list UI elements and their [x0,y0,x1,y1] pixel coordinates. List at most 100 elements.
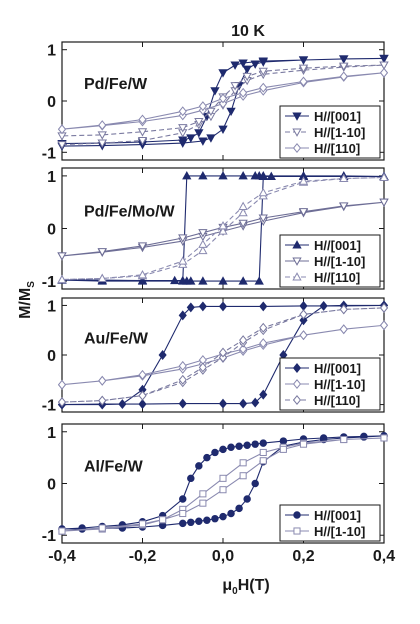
data-point [259,301,268,312]
data-point [258,57,268,66]
data-point [178,374,187,385]
data-point [97,131,107,140]
data-point [178,234,188,243]
data-point [218,171,228,180]
data-point [199,499,207,507]
legend-marker [292,128,302,137]
data-point [187,518,195,527]
y-tick-label: 1 [47,425,56,442]
data-point [379,198,389,208]
legend-marker [292,379,302,389]
data-point [251,397,260,408]
data-point [203,516,211,524]
data-point [299,330,308,341]
data-point [219,474,227,482]
data-point [98,524,106,532]
data-point [254,276,264,285]
data-point [219,486,227,494]
series-3 [57,67,389,135]
legend-label: H//[001] [314,109,361,124]
data-point [259,457,267,465]
data-point [380,434,388,442]
y-tick-label: 1 [47,298,56,315]
data-point [239,87,248,98]
data-point [299,440,308,448]
legend-label: H//[110] [314,393,360,408]
data-point [238,207,248,217]
legend: H//[001]H//[1-10]H//[110] [279,357,381,411]
data-point [138,390,147,401]
legend-box [279,504,381,542]
data-point [235,442,243,450]
data-point [242,65,252,75]
data-point [138,520,147,528]
legend-marker [292,363,302,373]
legend-label: H//[001] [314,361,361,376]
data-point [339,324,348,335]
legend: H//[001]H//[1-10] [279,504,381,542]
data-point [219,512,227,521]
data-point [182,171,192,180]
data-point [250,60,260,69]
data-point [198,137,208,146]
data-point [159,516,167,524]
data-point [170,275,180,285]
panel-4: 1 0 -1 -0,4 -0,2 0,0 0,2 0,4 Al/Fe/W H//[001]H//[… [42,423,395,565]
data-point [230,61,240,70]
data-point [118,399,127,410]
data-point [238,219,248,229]
x-tick-label: 0,0 [212,548,234,565]
legend-marker [293,511,301,519]
data-point [198,301,207,312]
series-3 [57,302,389,408]
data-point [379,61,389,70]
data-point [198,239,208,248]
x-tick-label: -0,4 [48,548,76,565]
series-line [61,307,385,403]
data-point [57,397,67,408]
data-point [58,527,66,535]
x-axis-label-sub: 0 [232,586,238,597]
data-point [178,276,188,285]
data-point [379,54,389,64]
data-point [251,479,259,488]
data-point [199,490,207,498]
data-point [206,134,216,143]
data-point [158,350,167,360]
data-point [57,274,67,284]
data-point [198,101,207,112]
data-point [218,347,228,358]
data-point [218,93,228,104]
data-point [266,171,276,180]
data-point [339,62,349,71]
x-axis-label-rest: H(T) [238,577,270,594]
y-tick-label: 1 [47,43,56,60]
y-tick-label: 0 [47,222,56,239]
legend-label: H//[110] [314,141,360,156]
data-point [218,226,228,235]
data-point [298,64,309,73]
data-point [298,208,309,217]
legend-marker [292,395,302,405]
legend: H//[001]H//[1-10]H//[110] [279,234,381,288]
data-point [339,55,349,64]
data-point [179,509,187,518]
series-2 [58,434,388,535]
legend: H//[001]H//[1-10]H//[110] [279,105,381,159]
data-point [218,221,228,230]
data-point [319,300,328,311]
data-point [218,276,228,285]
data-point [339,304,348,315]
data-point [239,344,248,355]
data-point [138,399,147,410]
y-axis-label-main: M/M [17,288,34,319]
data-point [178,124,188,133]
series-3 [57,172,389,284]
data-point [243,495,251,503]
data-point [198,362,207,373]
series-line [61,176,385,281]
x-tick-label: -0,2 [129,548,157,565]
legend-marker [292,272,302,281]
